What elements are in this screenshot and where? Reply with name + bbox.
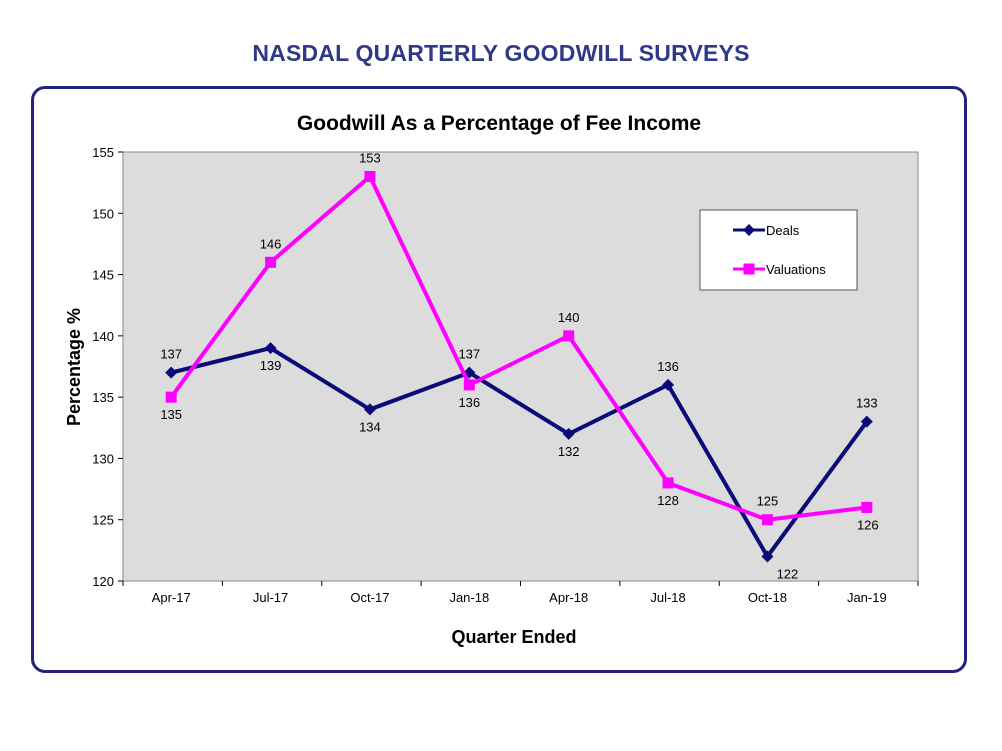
y-tick-label: 135	[92, 390, 114, 405]
data-label: 140	[558, 310, 580, 325]
data-point-diamond	[363, 403, 376, 416]
data-label: 137	[160, 347, 182, 362]
y-tick-label: 120	[92, 574, 114, 589]
data-point-square	[563, 330, 575, 342]
data-label: 125	[757, 494, 779, 509]
data-label: 146	[260, 236, 282, 251]
data-label: 126	[857, 517, 879, 532]
data-point-diamond	[662, 378, 675, 391]
data-point-square	[165, 391, 177, 403]
y-axis: 120 125 130 135 140 145 150 155	[92, 145, 123, 589]
y-tick-label: 130	[92, 451, 114, 466]
data-label: 136	[657, 359, 679, 374]
x-tick-label: Jul-18	[650, 590, 685, 605]
legend-box	[699, 209, 858, 291]
x-tick-label: Oct-18	[748, 590, 787, 605]
series-line	[170, 345, 869, 561]
series-layer	[165, 171, 873, 563]
data-point-square	[743, 263, 755, 275]
data-point-square	[861, 501, 873, 513]
data-point-square	[761, 514, 773, 526]
data-label: 128	[657, 493, 679, 508]
x-tick-label: Jan-18	[449, 590, 489, 605]
data-label: 132	[558, 444, 580, 459]
data-point-square	[463, 379, 475, 391]
series-line	[169, 173, 868, 522]
data-label: 133	[856, 396, 878, 411]
legend-label: Valuations	[766, 262, 826, 277]
x-tick-label: Jul-17	[253, 590, 288, 605]
data-point-diamond	[761, 550, 774, 563]
data-label: 122	[777, 566, 799, 581]
x-tick-label: Apr-17	[152, 590, 191, 605]
x-tick-label: Jan-19	[847, 590, 887, 605]
data-label: 134	[359, 419, 381, 434]
y-tick-label: 155	[92, 145, 114, 160]
series-deals	[165, 342, 873, 563]
data-labels: 137 139 134 137 132 136 122 133 135 146 153 136 140 1…	[160, 151, 878, 582]
data-label: 153	[359, 151, 381, 166]
legend: Deals Valuations	[699, 209, 858, 291]
data-point-diamond	[264, 342, 277, 355]
data-point-square	[364, 171, 376, 183]
data-point-diamond	[165, 366, 178, 379]
x-tick-label: Oct-17	[350, 590, 389, 605]
chart-frame	[31, 86, 967, 673]
y-tick-label: 140	[92, 329, 114, 344]
y-tick-label: 145	[92, 268, 114, 283]
y-tick-label: 150	[92, 206, 114, 221]
data-label: 135	[160, 407, 182, 422]
data-label: 136	[458, 395, 480, 410]
data-point-diamond	[743, 224, 755, 236]
y-axis-label: Percentage %	[64, 308, 84, 426]
data-point-diamond	[860, 415, 873, 428]
chart-title: Goodwill As a Percentage of Fee Income	[297, 112, 701, 135]
legend-label: Deals	[766, 223, 800, 238]
data-label: 137	[458, 347, 480, 362]
y-tick-label: 125	[92, 513, 114, 528]
x-axis-label: Quarter Ended	[451, 627, 576, 647]
data-point-square	[662, 477, 674, 489]
data-label: 139	[260, 358, 282, 373]
x-tick-label: Apr-18	[549, 590, 588, 605]
x-axis: Apr-17 Jul-17 Oct-17 Jan-18 Apr-18 Jul-18 Oct-…	[122, 581, 919, 605]
page-title: NASDAL QUARTERLY GOODWILL SURVEYS	[252, 40, 750, 66]
data-point-diamond	[562, 427, 575, 440]
series-valuations	[165, 171, 873, 526]
data-point-square	[265, 256, 277, 268]
